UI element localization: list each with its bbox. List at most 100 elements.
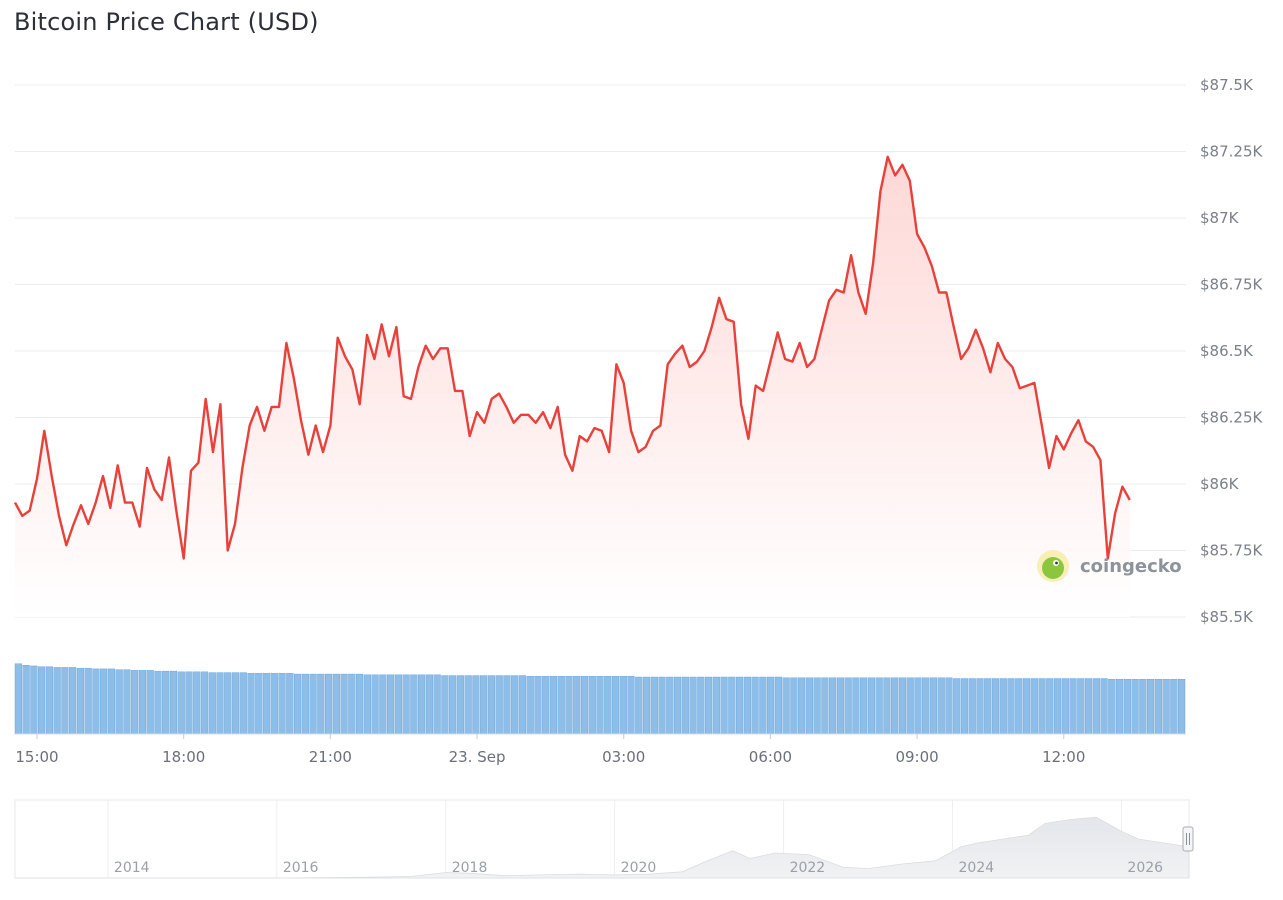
- volume-bar: [697, 676, 705, 735]
- volume-bar: [231, 672, 240, 735]
- volume-bar: [1069, 678, 1077, 735]
- volume-bar: [1116, 679, 1124, 735]
- volume-bar: [255, 673, 263, 735]
- volume-bar: [619, 676, 627, 735]
- volume-bar: [200, 671, 209, 735]
- volume-bar: [487, 675, 495, 735]
- volume-bar: [736, 676, 744, 735]
- volume-bar: [759, 676, 767, 735]
- volume-bar: [1131, 679, 1139, 735]
- volume-bar: [131, 670, 139, 735]
- volume-bar: [216, 672, 224, 735]
- y-tick-label: $85.5K: [1200, 608, 1254, 626]
- volume-bar: [472, 675, 480, 735]
- volume-bar: [100, 668, 108, 735]
- volume-bar: [557, 676, 565, 735]
- navigator-year-label: 2018: [452, 860, 488, 876]
- volume-bar: [239, 672, 247, 735]
- y-tick-label: $86K: [1200, 475, 1240, 493]
- navigator-area-layer: [15, 816, 1190, 879]
- navigator-year-label: 2026: [1127, 860, 1163, 876]
- volume-bar: [1162, 679, 1170, 735]
- volume-bar: [154, 670, 162, 735]
- volume-bar: [635, 676, 643, 735]
- navigator-grid: [107, 800, 1122, 878]
- volume-bar: [844, 677, 852, 735]
- volume-bar: [526, 676, 534, 735]
- volume-bar: [712, 676, 720, 735]
- volume-bar: [704, 676, 713, 735]
- navigator-year-label: 2014: [114, 860, 150, 876]
- volume-bar: [720, 676, 728, 735]
- volume-bar: [805, 677, 813, 735]
- volume-bar: [922, 677, 930, 735]
- volume-bar: [565, 676, 573, 735]
- volume-bar: [518, 675, 527, 735]
- volume-bar: [1084, 678, 1093, 735]
- volume-bar: [402, 674, 410, 735]
- volume-bar: [394, 674, 402, 735]
- navigator-year-label: 2016: [283, 860, 319, 876]
- navigator-area: [15, 816, 1190, 879]
- price-line[interactable]: [13, 155, 1131, 560]
- volume-bar: [681, 676, 689, 735]
- volume-bar: [666, 676, 674, 735]
- x-tick-label: 15:00: [15, 748, 58, 766]
- y-tick-label: $86.25K: [1200, 409, 1263, 427]
- volume-bar: [580, 676, 589, 735]
- x-tick-label: 06:00: [749, 748, 792, 766]
- volume-bar: [1170, 679, 1178, 735]
- volume-bar: [14, 663, 22, 735]
- volume-bar: [325, 673, 333, 735]
- volume-bar: [929, 677, 938, 735]
- volume-bar: [650, 676, 658, 735]
- volume-bar: [891, 677, 899, 735]
- volume-bar: [960, 678, 969, 735]
- volume-bar: [767, 676, 775, 735]
- volume-bar: [937, 677, 945, 735]
- volume-bar: [813, 677, 821, 735]
- volume-bar: [53, 667, 61, 735]
- volume-bar: [1046, 678, 1054, 735]
- volume-bar: [301, 673, 309, 735]
- volume-bar: [1038, 678, 1046, 735]
- volume-bar: [1030, 678, 1038, 735]
- volume-bar: [1007, 678, 1015, 735]
- volume-bar: [829, 677, 837, 735]
- coingecko-logo-pupil: [1055, 561, 1058, 565]
- volume-bar: [185, 671, 193, 735]
- volume-bar: [836, 677, 844, 735]
- y-axis: $87.5K $87.25K $87K $86.75K $86.5K $86.25K $86…: [1200, 76, 1263, 626]
- x-tick-label: 21:00: [309, 748, 352, 766]
- navigator-labels: 2014 2016 2018 2020 2022 2024 2026: [114, 860, 1163, 876]
- coingecko-watermark: coingecko: [1037, 550, 1182, 582]
- volume-bar: [45, 666, 53, 735]
- volume-bar: [115, 669, 123, 735]
- volume-bar: [123, 669, 131, 735]
- price-area-layer: [13, 155, 1131, 618]
- volume-bar: [456, 675, 464, 735]
- x-tick-label: 23. Sep: [449, 748, 506, 766]
- volume-bar: [588, 676, 596, 735]
- x-tick-label: 09:00: [895, 748, 938, 766]
- navigator-handle[interactable]: [1182, 826, 1194, 852]
- volume-bar: [177, 671, 185, 735]
- navigator[interactable]: 2014 2016 2018 2020 2022 2024 2026: [14, 799, 1194, 879]
- volume-bar: [976, 678, 984, 735]
- volume-bar: [968, 678, 976, 735]
- volume-bar: [790, 677, 798, 735]
- volume-bar: [332, 673, 340, 735]
- volume-bar: [1077, 678, 1085, 735]
- volume-bar: [627, 676, 635, 735]
- volume-bar: [953, 678, 961, 735]
- volume-bar: [611, 676, 620, 735]
- volume-bar: [549, 676, 558, 735]
- volume-bar: [278, 673, 286, 735]
- y-tick-label: $86.5K: [1200, 342, 1254, 360]
- volume-bar: [534, 676, 542, 735]
- volume-bar: [1139, 679, 1147, 735]
- volume-bar: [224, 672, 232, 735]
- volume-bar: [798, 677, 806, 735]
- volume-bar: [410, 674, 418, 735]
